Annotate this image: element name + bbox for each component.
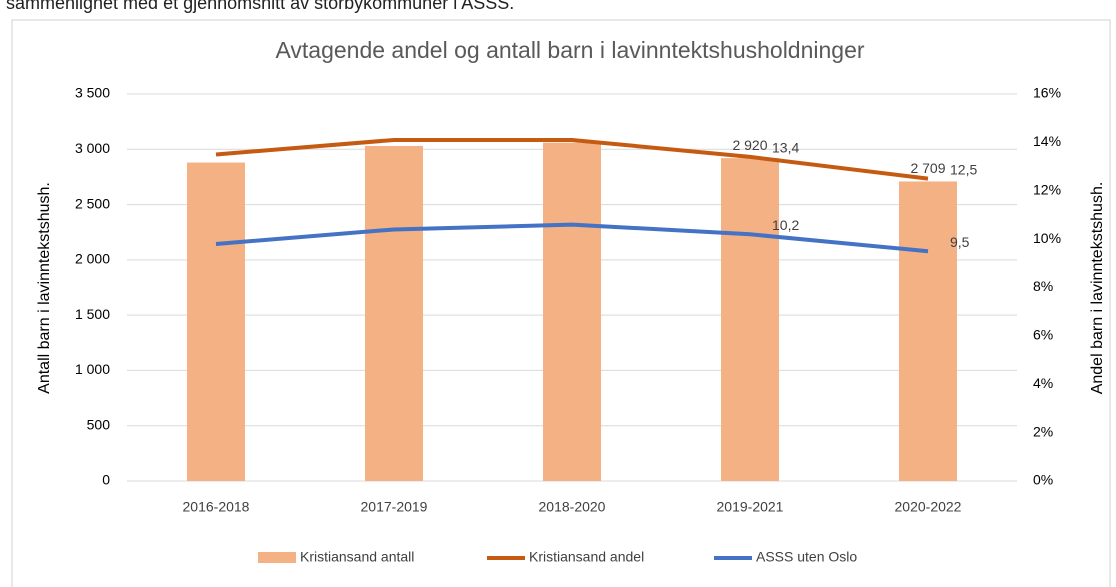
legend-label: Kristiansand antall xyxy=(300,549,414,565)
y2-tick-label: 0% xyxy=(1033,472,1053,488)
data-label: 2 709 xyxy=(910,160,945,176)
y-tick-label: 3 000 xyxy=(75,140,110,156)
bar xyxy=(365,145,423,481)
x-tick-label: 2016-2018 xyxy=(183,499,250,515)
y2-axis-label: Andel barn i lavinntekstshush. xyxy=(1089,182,1106,395)
line xyxy=(215,222,929,254)
data-label: 10,2 xyxy=(772,217,799,233)
bar xyxy=(721,158,779,482)
y2-tick-label: 6% xyxy=(1033,327,1053,343)
y2-tick-label: 8% xyxy=(1033,278,1053,294)
y2-tick-label: 14% xyxy=(1033,133,1061,149)
chart-title: Avtagende andel og antall barn i lavinnt… xyxy=(275,37,864,63)
y2-tick-label: 16% xyxy=(1033,85,1061,101)
caption: sammenlignet med et gjennomsnitt av stor… xyxy=(6,0,514,13)
line xyxy=(215,137,929,181)
y2-tick-label: 12% xyxy=(1033,181,1061,197)
bar xyxy=(187,162,245,481)
x-tick-label: 2017-2019 xyxy=(361,499,428,515)
y2-tick-label: 10% xyxy=(1033,230,1061,246)
y-axis-label: Antall barn i lavinntekstshush. xyxy=(36,182,53,394)
x-tick-label: 2020-2022 xyxy=(895,499,962,515)
y-tick-label: 1 500 xyxy=(75,306,110,322)
y-tick-label: 0 xyxy=(102,472,110,488)
x-tick-label: 2018-2020 xyxy=(539,499,606,515)
legend-label: Kristiansand andel xyxy=(529,549,644,565)
data-label: 12,5 xyxy=(950,161,977,177)
y-tick-label: 2 000 xyxy=(75,251,110,267)
x-tick-label: 2019-2021 xyxy=(717,499,784,515)
y-tick-label: 2 500 xyxy=(75,195,110,211)
legend-swatch xyxy=(258,552,296,563)
data-label: 2 920 xyxy=(732,137,767,153)
y2-tick-label: 2% xyxy=(1033,423,1053,439)
bar xyxy=(899,181,957,481)
data-label: 9,5 xyxy=(950,234,970,250)
y-tick-label: 1 000 xyxy=(75,361,110,377)
data-label: 13,4 xyxy=(772,140,799,156)
y2-tick-label: 4% xyxy=(1033,375,1053,391)
legend-label: ASSS uten Oslo xyxy=(756,549,857,565)
y-tick-label: 500 xyxy=(87,416,111,432)
y-tick-label: 3 500 xyxy=(75,85,110,101)
bar xyxy=(543,142,601,481)
